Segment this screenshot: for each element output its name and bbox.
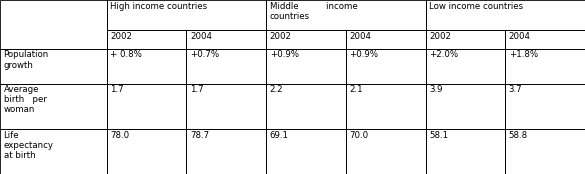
Text: + 0.8%: + 0.8%	[110, 50, 142, 60]
Text: Low income countries: Low income countries	[429, 2, 523, 11]
Text: 3.9: 3.9	[429, 85, 443, 94]
Bar	[0, 49, 106, 84]
Bar	[106, 49, 187, 84]
Bar	[346, 84, 425, 129]
Bar	[266, 30, 346, 49]
Bar	[505, 84, 585, 129]
Bar	[0, 129, 106, 174]
Bar	[266, 84, 346, 129]
Bar	[187, 30, 266, 49]
Text: 78.7: 78.7	[190, 130, 209, 140]
Text: 2.2: 2.2	[270, 85, 283, 94]
Bar	[0, 84, 106, 129]
Bar	[187, 49, 266, 84]
Bar	[0, 0, 106, 49]
Bar	[266, 129, 346, 174]
Text: 2004: 2004	[349, 32, 371, 41]
Bar	[425, 30, 505, 49]
Bar	[505, 30, 585, 49]
Bar	[346, 30, 425, 49]
Bar	[266, 49, 346, 84]
Text: 2.1: 2.1	[349, 85, 363, 94]
Text: 1.7: 1.7	[110, 85, 124, 94]
Text: 1.7: 1.7	[190, 85, 204, 94]
Text: Average
birth   per
woman: Average birth per woman	[4, 85, 46, 114]
Text: 2004: 2004	[190, 32, 212, 41]
Text: +2.0%: +2.0%	[429, 50, 458, 60]
Bar	[505, 129, 585, 174]
Text: Population
growth: Population growth	[4, 50, 49, 69]
Bar	[106, 84, 187, 129]
Bar	[106, 129, 187, 174]
Bar	[266, 0, 425, 30]
Text: 69.1: 69.1	[270, 130, 288, 140]
Bar	[425, 129, 505, 174]
Bar	[505, 49, 585, 84]
Text: 2002: 2002	[110, 32, 132, 41]
Text: 2004: 2004	[509, 32, 531, 41]
Bar	[425, 0, 585, 30]
Bar	[106, 30, 187, 49]
Text: 2002: 2002	[270, 32, 292, 41]
Bar	[187, 84, 266, 129]
Text: +0.7%: +0.7%	[190, 50, 219, 60]
Text: +1.8%: +1.8%	[509, 50, 538, 60]
Bar	[187, 129, 266, 174]
Bar	[425, 84, 505, 129]
Text: +0.9%: +0.9%	[270, 50, 299, 60]
Text: 78.0: 78.0	[110, 130, 129, 140]
Text: 2002: 2002	[429, 32, 451, 41]
Text: 3.7: 3.7	[509, 85, 522, 94]
Text: Life
expectancy
at birth: Life expectancy at birth	[4, 130, 53, 160]
Text: 58.8: 58.8	[509, 130, 528, 140]
Bar	[425, 49, 505, 84]
Text: 58.1: 58.1	[429, 130, 448, 140]
Text: +0.9%: +0.9%	[349, 50, 378, 60]
Text: 70.0: 70.0	[349, 130, 369, 140]
Bar	[106, 0, 266, 30]
Bar	[346, 49, 425, 84]
Bar	[346, 129, 425, 174]
Text: High income countries: High income countries	[110, 2, 207, 11]
Text: Middle          income
countries: Middle income countries	[270, 2, 357, 21]
